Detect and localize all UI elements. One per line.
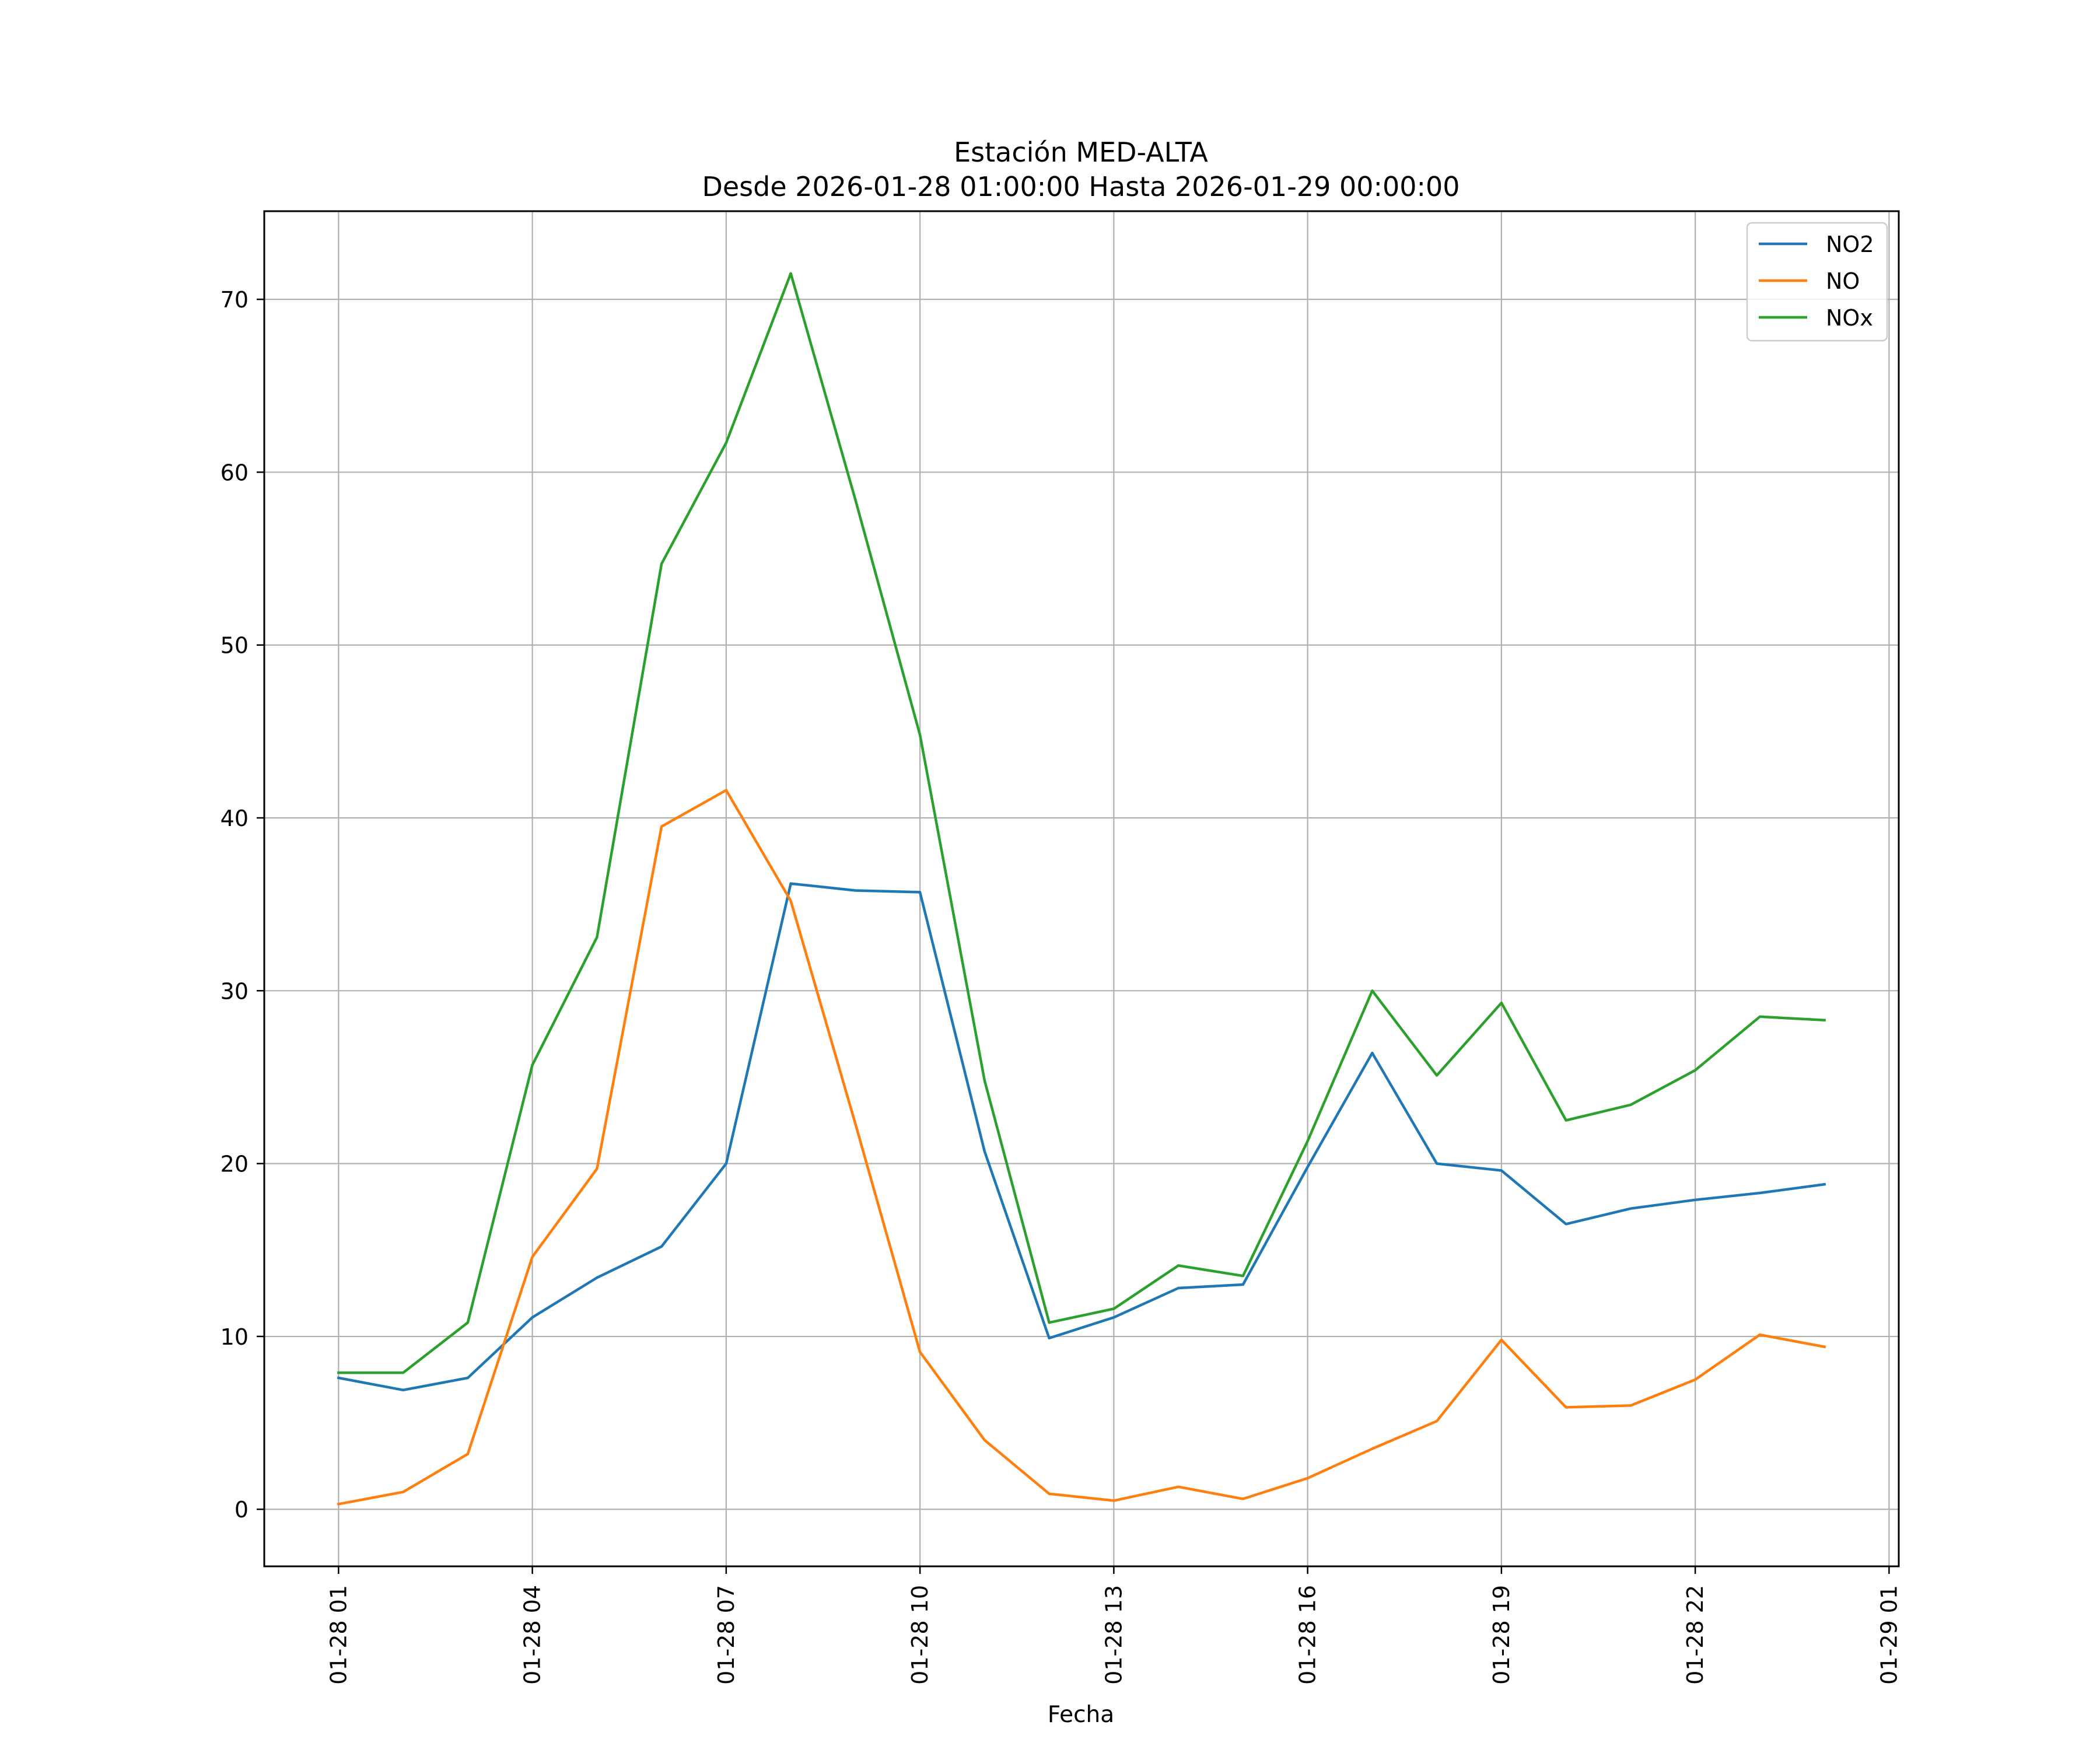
x-tick-label: 01-28 07 <box>713 1585 739 1685</box>
x-tick-label: 01-28 10 <box>907 1585 933 1685</box>
x-tick-label: 01-28 22 <box>1682 1585 1708 1685</box>
y-tick-label: 0 <box>235 1497 249 1523</box>
plot-frame <box>263 210 1900 1567</box>
series-lines <box>337 272 1826 1506</box>
chart-subtitle: Desde 2026-01-28 01:00:00 Hasta 2026-01-… <box>702 171 1460 202</box>
y-tick-label: 60 <box>220 460 249 485</box>
y-tick-label: 30 <box>220 978 249 1004</box>
legend-label-nox: NOx <box>1826 305 1873 331</box>
legend-box <box>1746 222 1888 342</box>
legend: NO2 NO NOx <box>1746 222 1888 342</box>
chart-title: Estación MED-ALTA <box>954 137 1208 168</box>
y-tick-label: 70 <box>220 287 249 313</box>
x-tick-label: 01-28 04 <box>520 1585 545 1685</box>
x-tick-label: 01-28 01 <box>326 1585 351 1685</box>
y-tick-label: 50 <box>220 633 249 659</box>
legend-label-no2: NO2 <box>1826 232 1874 257</box>
x-tick-label: 01-29 01 <box>1876 1585 1902 1685</box>
series-line-nox <box>337 272 1826 1374</box>
x-axis-label: Fecha <box>1048 1702 1114 1728</box>
x-tick-label: 01-28 16 <box>1295 1585 1321 1685</box>
axis-ticks: 01-28 01 01-28 04 01-28 07 01-28 10 01-28 13… <box>220 287 1902 1685</box>
x-tick-label: 01-28 13 <box>1101 1585 1126 1685</box>
series-line-no <box>337 789 1826 1506</box>
series-line-no2 <box>337 882 1826 1392</box>
x-tick-label: 01-28 19 <box>1489 1585 1514 1685</box>
y-tick-label: 10 <box>220 1324 249 1350</box>
y-tick-label: 40 <box>220 806 249 831</box>
y-tick-label: 20 <box>220 1152 249 1177</box>
legend-label-no: NO <box>1826 268 1860 294</box>
grid <box>264 211 1899 1566</box>
